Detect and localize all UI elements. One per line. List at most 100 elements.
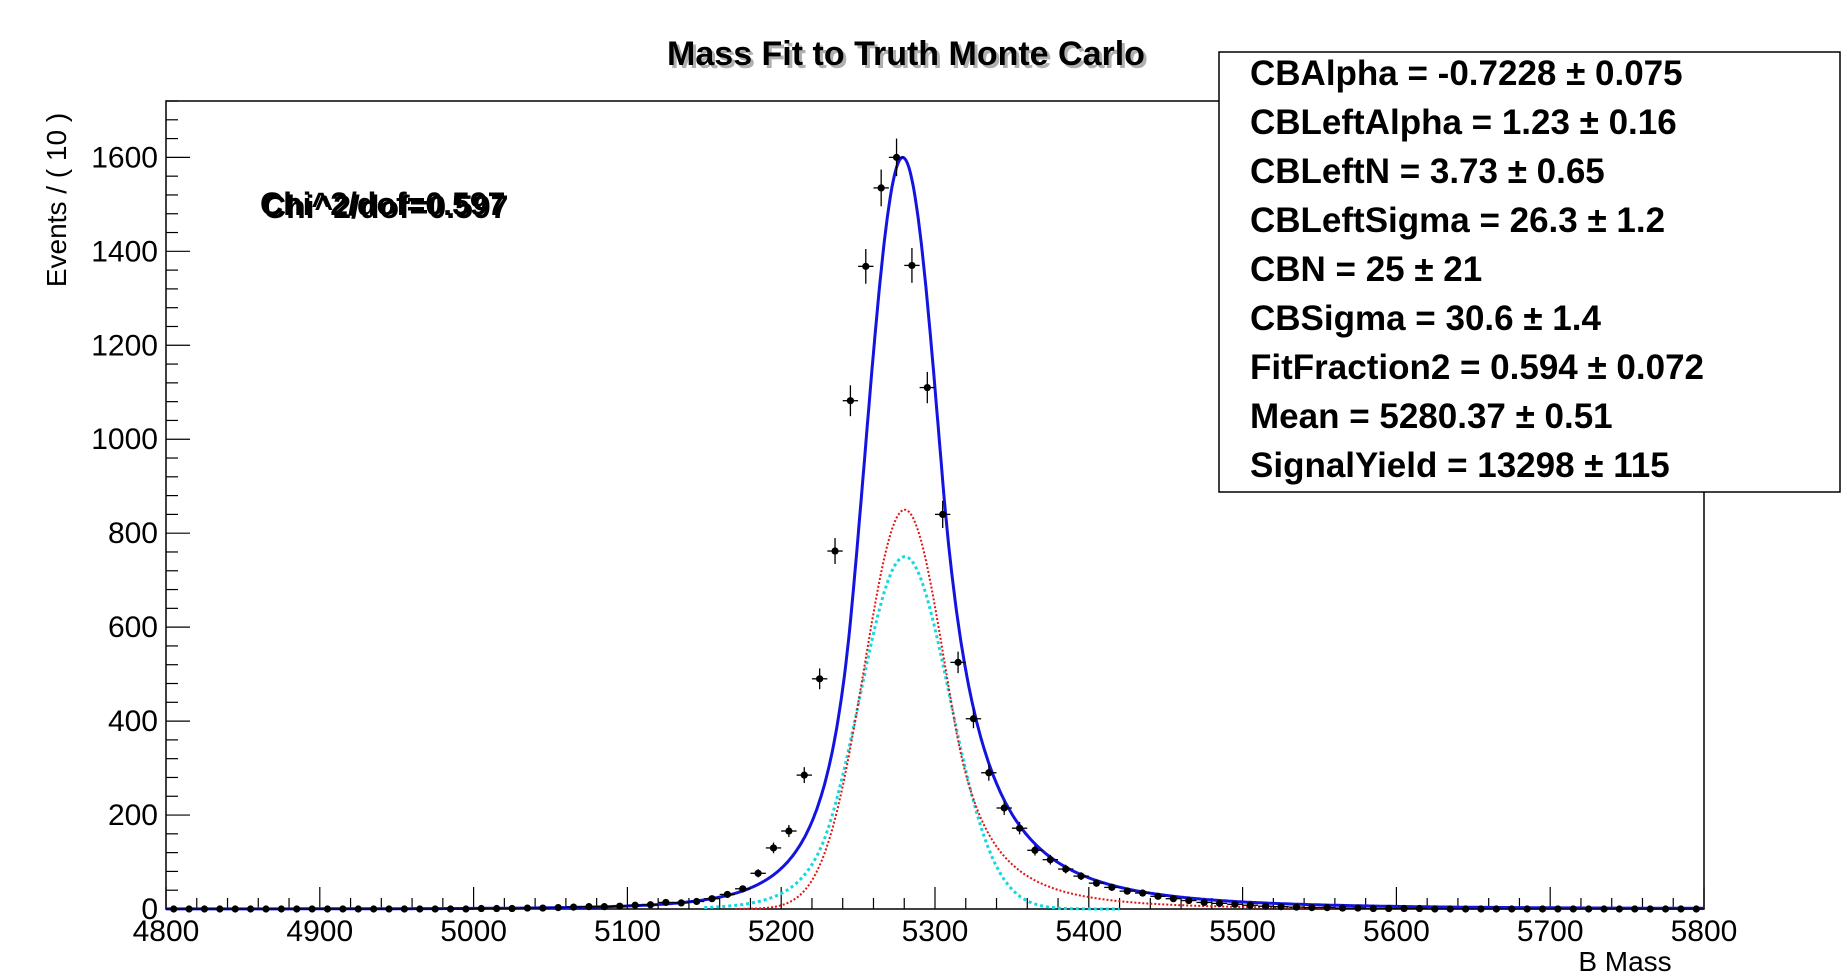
- data-point: [1165, 895, 1182, 903]
- data-marker: [631, 901, 639, 909]
- data-point: [412, 905, 428, 913]
- data-marker: [1123, 887, 1131, 895]
- data-point: [1611, 905, 1628, 913]
- data-point: [427, 905, 443, 913]
- data-marker: [1492, 905, 1500, 913]
- x-tick-label: 5700: [1517, 915, 1584, 948]
- data-marker: [231, 905, 239, 913]
- data-point: [196, 905, 213, 913]
- data-point: [811, 668, 828, 690]
- data-point: [365, 905, 382, 913]
- fit-param-cbleftsigma: CBLeftSigma = 26.3 ± 1.2: [1250, 201, 1665, 240]
- data-point: [765, 842, 782, 854]
- data-marker: [892, 153, 901, 161]
- data-marker: [1369, 904, 1377, 913]
- data-point: [1688, 905, 1704, 913]
- data-point: [1427, 905, 1443, 913]
- data-marker: [1231, 900, 1239, 908]
- data-point: [166, 905, 182, 913]
- chi2-label: Chi^2/dof=0.597: [260, 186, 505, 222]
- data-marker: [385, 905, 393, 913]
- data-point: [781, 824, 797, 838]
- data-marker: [1031, 846, 1039, 854]
- data-marker: [785, 827, 793, 835]
- data-marker: [600, 903, 608, 911]
- data-point: [842, 385, 859, 417]
- x-tick-label: 5100: [594, 915, 661, 948]
- data-marker: [1000, 804, 1008, 812]
- data-marker: [1400, 904, 1408, 913]
- x-tick-label: 4800: [133, 915, 200, 948]
- data-marker: [1385, 904, 1393, 913]
- data-point: [950, 651, 966, 674]
- x-tick-label: 5600: [1363, 915, 1430, 948]
- data-point: [1673, 905, 1689, 913]
- data-point: [1519, 905, 1535, 913]
- data-point: [1565, 905, 1581, 913]
- data-marker: [308, 905, 316, 913]
- data-point: [565, 903, 582, 911]
- data-marker: [1431, 905, 1439, 913]
- fit-parameter-list: CBAlpha = -0.7228 ± 0.075 CBLeftAlpha = 1…: [1250, 54, 1704, 485]
- data-marker: [1615, 905, 1624, 913]
- data-marker: [1415, 904, 1424, 913]
- y-tick-label: 1600: [91, 141, 158, 174]
- data-point: [1058, 864, 1074, 874]
- data-point: [873, 169, 889, 207]
- data-marker: [354, 905, 362, 913]
- data-marker: [185, 905, 193, 913]
- data-marker: [1169, 895, 1177, 903]
- data-point: [919, 371, 935, 404]
- data-point: [658, 898, 674, 907]
- data-marker: [939, 510, 947, 518]
- data-point: [212, 905, 228, 913]
- data-marker: [816, 675, 824, 683]
- data-marker: [985, 769, 993, 777]
- fit-param-signalyield: SignalYield = 13298 ± 115: [1250, 446, 1670, 485]
- data-marker: [1262, 902, 1270, 910]
- data-point: [1350, 904, 1366, 912]
- data-marker: [616, 902, 624, 910]
- data-marker: [1246, 901, 1254, 909]
- data-marker: [739, 885, 747, 893]
- data-point: [981, 764, 997, 781]
- data-marker: [862, 262, 870, 270]
- x-tick-label: 4900: [286, 915, 353, 948]
- data-marker: [508, 904, 516, 913]
- fit-param-cbn: CBN = 25 ± 21: [1250, 250, 1482, 289]
- data-point: [1011, 822, 1028, 835]
- data-marker: [170, 905, 178, 913]
- data-marker: [1646, 905, 1654, 913]
- data-marker: [246, 905, 255, 913]
- fit-param-cbleftn: CBLeftN = 3.73 ± 0.65: [1250, 152, 1605, 191]
- data-point: [1227, 900, 1243, 908]
- fit-parameter-box: [1218, 51, 1841, 493]
- data-point: [612, 902, 628, 910]
- data-marker: [277, 905, 285, 913]
- fit-param-fitfraction2: FitFraction2 = 0.594 ± 0.072: [1250, 348, 1704, 387]
- data-point: [996, 801, 1012, 815]
- data-point: [1396, 904, 1412, 913]
- data-point: [858, 248, 874, 284]
- data-marker: [1600, 905, 1608, 913]
- axis-tick-labels: 4800 4900 5000 5100 5200 5300 5400 5500 5600 5700…: [91, 141, 1737, 948]
- data-point: [735, 885, 751, 893]
- data-point: [688, 897, 705, 906]
- data-marker: [1354, 904, 1362, 912]
- data-point: [719, 890, 736, 899]
- data-marker: [585, 903, 593, 911]
- data-marker: [954, 658, 962, 666]
- data-marker: [477, 904, 485, 913]
- data-point: [1411, 904, 1428, 913]
- data-point: [1088, 879, 1105, 887]
- data-point: [596, 903, 613, 911]
- data-point: [1488, 905, 1505, 913]
- data-point: [1365, 904, 1382, 913]
- data-point: [473, 904, 489, 913]
- x-axis-label: B Mass: [1578, 946, 1671, 976]
- y-axis-label: Events / ( 10 ): [41, 113, 72, 287]
- data-marker: [723, 890, 731, 899]
- data-point: [350, 905, 366, 913]
- y-tick-label: 600: [108, 611, 158, 644]
